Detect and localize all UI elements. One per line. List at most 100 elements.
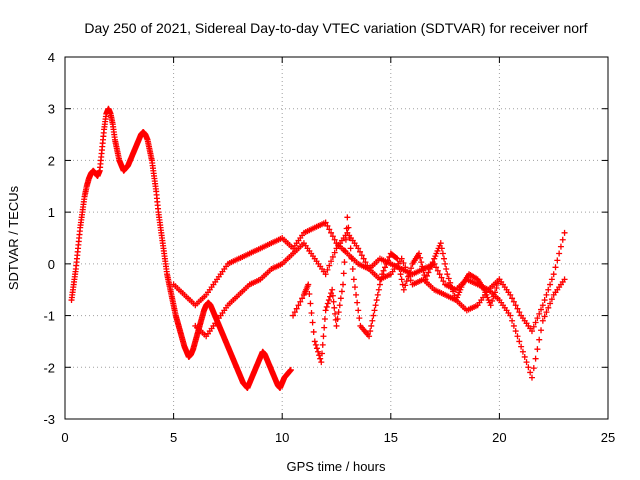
data-point: [323, 303, 330, 310]
data-point: [543, 309, 550, 316]
data-point: [287, 366, 294, 373]
data-point: [329, 253, 336, 260]
data-point: [357, 248, 364, 255]
data-point: [346, 235, 353, 241]
data-point: [490, 293, 497, 300]
data-point: [425, 269, 432, 276]
plot-frame: [64, 56, 609, 420]
data-point: [407, 277, 414, 284]
data-point: [378, 276, 385, 283]
data-point: [290, 312, 297, 319]
data-point: [335, 309, 342, 316]
data-point: [362, 259, 369, 266]
data-point: [438, 245, 445, 252]
ticks: 0 5 10 15 20 25 -3 -2 -1 0 1 2 3 4: [43, 50, 615, 445]
data-point: [342, 247, 349, 254]
data-point: [437, 240, 444, 247]
data-point: [428, 262, 435, 269]
data-point: [297, 298, 304, 305]
data-point: [318, 359, 325, 366]
data-point: [539, 317, 546, 324]
data-point: [370, 312, 377, 319]
data-point: [507, 291, 514, 298]
data-point: [534, 315, 541, 322]
x-tick-label: 5: [170, 430, 177, 445]
data-point: [556, 250, 563, 257]
data-point: [538, 306, 545, 313]
y-tick-label: -2: [43, 360, 55, 375]
data-point: [395, 260, 402, 267]
data-point: [547, 281, 554, 288]
data-point: [372, 302, 379, 309]
data-point: [532, 319, 539, 326]
data-point: [487, 302, 494, 309]
data-point: [311, 338, 318, 345]
data-point: [443, 266, 450, 273]
data-point: [403, 278, 410, 285]
data-point: [417, 254, 424, 261]
data-points: [68, 105, 568, 391]
data-point: [400, 259, 407, 266]
data-point: [355, 307, 362, 314]
data-point: [429, 259, 436, 266]
data-point: [347, 245, 354, 252]
data-point: [331, 304, 338, 311]
data-point: [445, 275, 452, 282]
data-point: [554, 257, 561, 264]
data-point: [369, 317, 376, 324]
data-point: [315, 348, 322, 355]
data-point: [333, 322, 340, 329]
data-point: [322, 219, 329, 226]
data-point: [331, 236, 338, 243]
data-point: [561, 229, 568, 236]
data-point: [516, 309, 523, 316]
data-point: [422, 276, 429, 283]
data-point: [322, 271, 329, 278]
chart-title: Day 250 of 2021, Sidereal Day-to-day VTE…: [84, 20, 587, 36]
data-point: [416, 250, 423, 257]
data-point: [328, 258, 335, 265]
data-point: [299, 295, 306, 302]
data-point: [424, 272, 430, 279]
data-point: [538, 327, 545, 334]
data-point: [548, 296, 555, 303]
data-point: [493, 284, 500, 291]
data-point: [350, 276, 357, 283]
data-point: [439, 250, 446, 257]
data-point: [328, 229, 335, 236]
data-point: [536, 336, 543, 343]
data-point: [448, 284, 455, 291]
data-point: [374, 291, 381, 298]
data-point: [509, 295, 516, 302]
data-point: [530, 323, 537, 330]
data-point: [548, 276, 555, 283]
data-point: [342, 236, 349, 243]
data-point: [440, 278, 447, 285]
data-point: [338, 288, 345, 295]
data-point: [380, 267, 387, 274]
data-point: [561, 276, 568, 283]
data-point: [541, 297, 548, 304]
data-point: [550, 271, 557, 278]
data-point: [376, 281, 383, 288]
data-point: [341, 259, 348, 266]
data-point: [324, 300, 331, 307]
data-point: [396, 266, 403, 273]
series-sdtvar: [68, 105, 294, 391]
data-point: [523, 359, 530, 366]
data-point: [351, 284, 358, 291]
data-point: [496, 276, 503, 283]
y-tick-label: -3: [43, 412, 55, 427]
data-point: [329, 233, 336, 240]
data-point: [321, 316, 328, 323]
y-tick-label: 0: [48, 257, 55, 272]
data-point: [325, 297, 332, 304]
data-point: [319, 341, 326, 348]
data-point: [402, 282, 409, 289]
data-point: [330, 298, 337, 305]
data-point: [366, 333, 373, 340]
data-point: [400, 286, 407, 293]
data-point: [519, 348, 526, 355]
data-point: [426, 266, 433, 273]
